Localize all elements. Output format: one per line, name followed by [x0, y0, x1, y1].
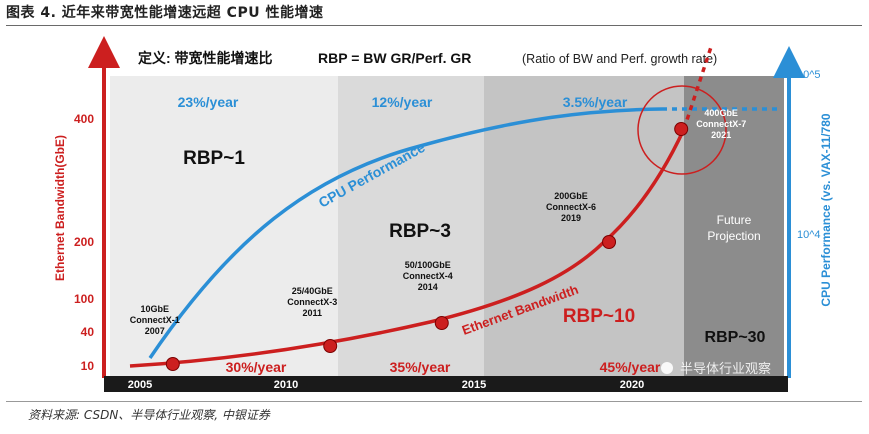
era-band-4 [684, 76, 784, 376]
footer-rule [6, 401, 862, 402]
bw-growth-era2: 35%/year [390, 359, 451, 375]
point-label-2-line-3: 2011 [302, 308, 322, 318]
chart-title-cn: 定义: 带宽性能增速比 [138, 50, 273, 66]
xtick-2020: 2020 [620, 379, 644, 391]
point-label-1-line-2: ConnectX-1 [130, 315, 180, 325]
watermark-text: 半导体行业观察 [680, 361, 771, 376]
era-band-3 [484, 76, 684, 376]
point-label-2-line-1: 25/40GbE [292, 286, 333, 296]
future-projection-line2: Projection [707, 229, 760, 243]
bandwidth-point-1 [165, 357, 180, 371]
chart-title-formula: RBP = BW GR/Perf. GR [318, 50, 471, 66]
point-label-5-line-1: 400GbE [704, 108, 738, 118]
watermark-logo-icon [661, 362, 673, 374]
xtick-2010: 2010 [274, 379, 298, 391]
cpu-growth-era1: 23%/year [178, 94, 239, 110]
point-label-3-line-3: 2014 [418, 282, 438, 292]
bandwidth-point-4 [602, 235, 617, 249]
cpu-growth-era3: 3.5%/year [563, 94, 628, 110]
point-label-1-line-1: 10GbE [141, 304, 170, 314]
bw-growth-era1: 30%/year [226, 359, 287, 375]
point-label-3-line-1: 50/100GbE [405, 260, 451, 270]
bw-growth-era3: 45%/year [600, 359, 661, 375]
bandwidth-point-3 [434, 316, 449, 330]
bandwidth-point-5 [674, 122, 689, 136]
chart-title-note: (Ratio of BW and Perf. growth rate) [522, 52, 717, 66]
point-label-4-line-1: 200GbE [554, 191, 588, 201]
rbp-era4: RBP~30 [705, 329, 766, 346]
bandwidth-curve [129, 128, 686, 368]
ytick-left-400: 400 [74, 112, 94, 126]
cpu-growth-era2: 12%/year [372, 94, 433, 110]
ytick-left-200: 200 [74, 235, 94, 249]
left-axis-label: Ethernet Bandwidth(GbE) [53, 135, 67, 281]
point-label-5-line-2: ConnectX-7 [696, 119, 746, 129]
rbp-era2: RBP~3 [389, 221, 451, 242]
point-label-4-line-3: 2019 [561, 213, 581, 223]
rbp-era1: RBP~1 [183, 148, 245, 169]
ytick-right-1e5: 10^5 [797, 69, 821, 81]
ytick-left-100: 100 [74, 292, 94, 306]
point-label-5-line-3: 2021 [711, 130, 731, 140]
bandwidth-projection-dotted [682, 43, 714, 130]
xtick-2015: 2015 [462, 379, 486, 391]
point-label-1-line-3: 2007 [145, 326, 165, 336]
era-band-1 [110, 76, 338, 376]
ytick-left-40: 40 [81, 325, 95, 339]
ytick-left-10: 10 [81, 359, 95, 373]
point-label-2-line-2: ConnectX-3 [287, 297, 337, 307]
rbp-era3: RBP~10 [563, 306, 635, 327]
future-projection-line1: Future [717, 213, 752, 227]
bandwidth-points: 10GbEConnectX-1200725/40GbEConnectX-3201… [130, 108, 746, 371]
watermark: 半导体行业观察 [661, 361, 771, 376]
source-note: 资料来源: CSDN、半导体行业观察, 中银证券 [28, 408, 270, 422]
highlight-circle [637, 85, 727, 175]
caption-rule [6, 25, 862, 26]
bandwidth-point-2 [323, 339, 338, 353]
xtick-2005: 2005 [128, 379, 152, 391]
figure-caption: 图表 4. 近年来带宽性能增速远超 CPU 性能增速 [6, 5, 324, 21]
point-label-3-line-2: ConnectX-4 [403, 271, 453, 281]
right-axis-label: CPU Performance (vs. VAX-11/780 [819, 113, 833, 307]
cpu-performance-curve [148, 107, 663, 359]
x-axis-bar [104, 376, 788, 392]
ytick-right-1e4: 10^4 [797, 229, 821, 241]
point-label-4-line-2: ConnectX-6 [546, 202, 596, 212]
